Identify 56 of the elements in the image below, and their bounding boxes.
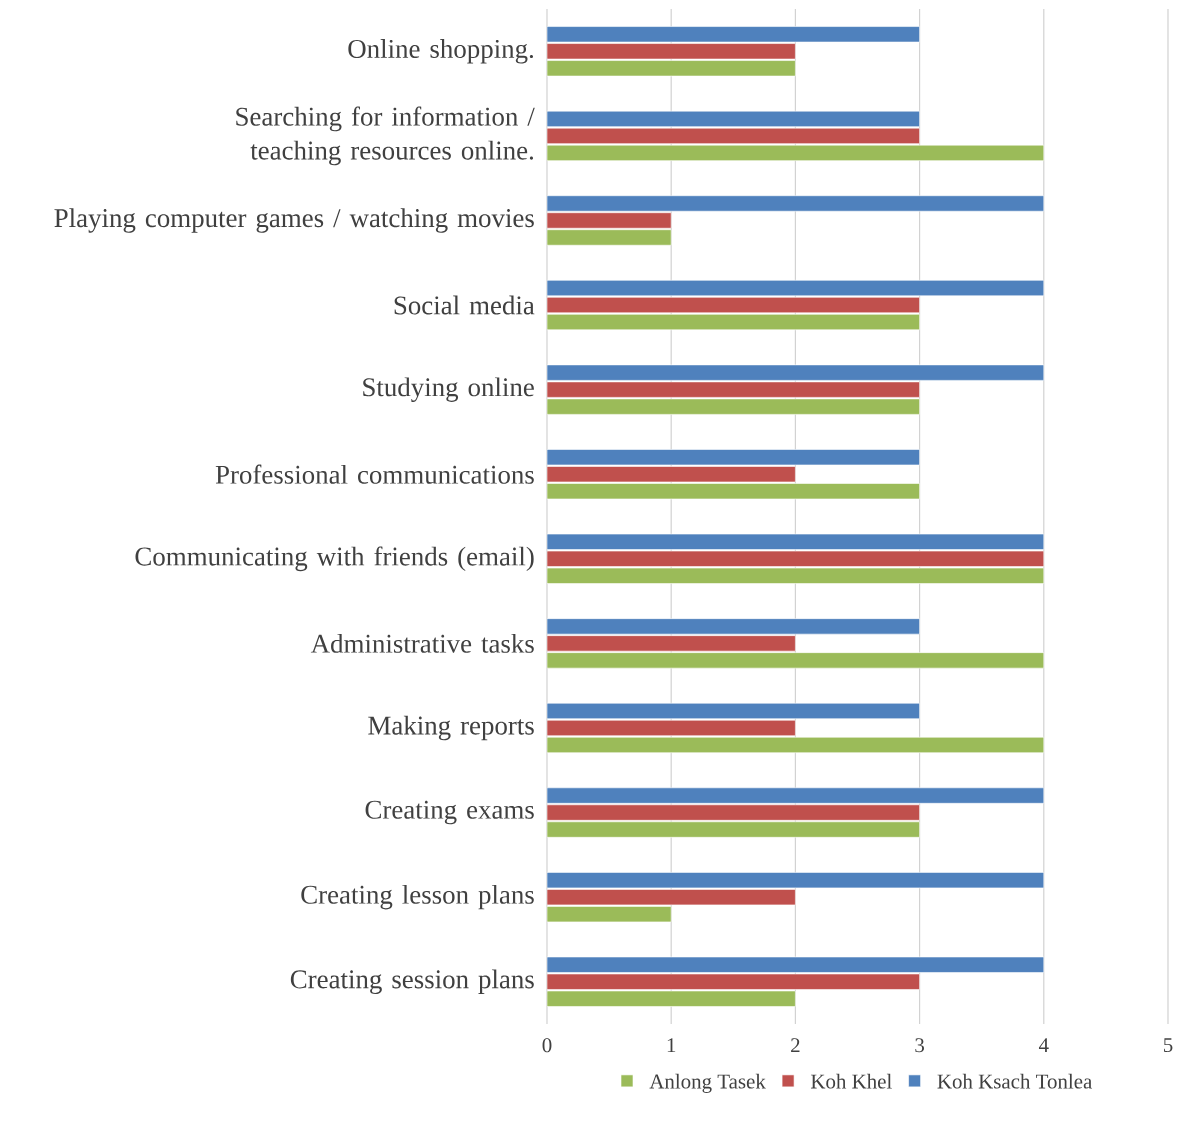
bar	[546, 635, 796, 652]
bar	[546, 144, 1045, 161]
y-tick-label: Playing computer games / watching movies	[54, 208, 534, 233]
bar	[546, 956, 1045, 973]
bar	[546, 872, 1045, 889]
bar	[546, 821, 920, 838]
bar	[546, 719, 796, 737]
bar	[546, 127, 920, 144]
y-tick-label: Studying online	[363, 377, 534, 402]
bar	[546, 652, 1045, 669]
bar	[546, 364, 1045, 381]
bar	[546, 973, 920, 990]
legend-label: Koh Ksach Tonlea	[937, 1073, 1093, 1089]
bar	[546, 297, 920, 314]
bar	[546, 550, 1045, 567]
y-tick-label: Communicating with friends (email)	[135, 546, 534, 572]
y-tick-label: Searching for information / teaching resources online.	[236, 106, 535, 166]
y-tick-label: Creating lesson plans	[301, 884, 534, 910]
bar	[546, 60, 796, 77]
bar	[546, 533, 1045, 550]
legend-label: Anlong Tasek	[649, 1073, 766, 1093]
bar	[546, 889, 796, 906]
bar	[546, 43, 796, 60]
y-tick-label: Social media	[394, 295, 535, 315]
bar	[546, 466, 796, 483]
bar	[546, 567, 1045, 584]
x-tick-label: 4	[1038, 1038, 1049, 1052]
bar	[546, 26, 920, 43]
y-tick-label: Making reports	[368, 715, 534, 741]
y-tick-label: Creating exams	[365, 800, 534, 825]
bar	[546, 804, 920, 821]
bar	[546, 449, 920, 466]
bar	[546, 229, 672, 246]
x-tick-label: 1	[667, 1038, 676, 1053]
bar	[546, 618, 920, 635]
legend-label: Koh Khel	[810, 1073, 892, 1089]
y-tick-label: Administrative tasks	[310, 633, 534, 653]
bar	[546, 736, 1045, 754]
bar	[546, 787, 1045, 804]
x-tick-label: 3	[915, 1038, 924, 1053]
bar	[546, 212, 672, 229]
y-tick-label: Online shopping.	[348, 39, 534, 64]
y-tick-label: Professional communications	[215, 464, 534, 484]
x-tick-label: 0	[542, 1038, 552, 1053]
y-tick-label: Creating session plans	[290, 969, 534, 994]
bar	[546, 381, 920, 398]
x-tick-label: 2	[791, 1038, 800, 1053]
bar	[546, 990, 796, 1007]
bar	[546, 398, 920, 415]
bar	[546, 195, 1045, 212]
bar	[546, 314, 920, 331]
bar	[546, 110, 920, 127]
bar	[546, 483, 920, 500]
x-tick-label: 5	[1163, 1038, 1173, 1053]
bar	[546, 280, 1045, 297]
bar	[546, 702, 920, 720]
